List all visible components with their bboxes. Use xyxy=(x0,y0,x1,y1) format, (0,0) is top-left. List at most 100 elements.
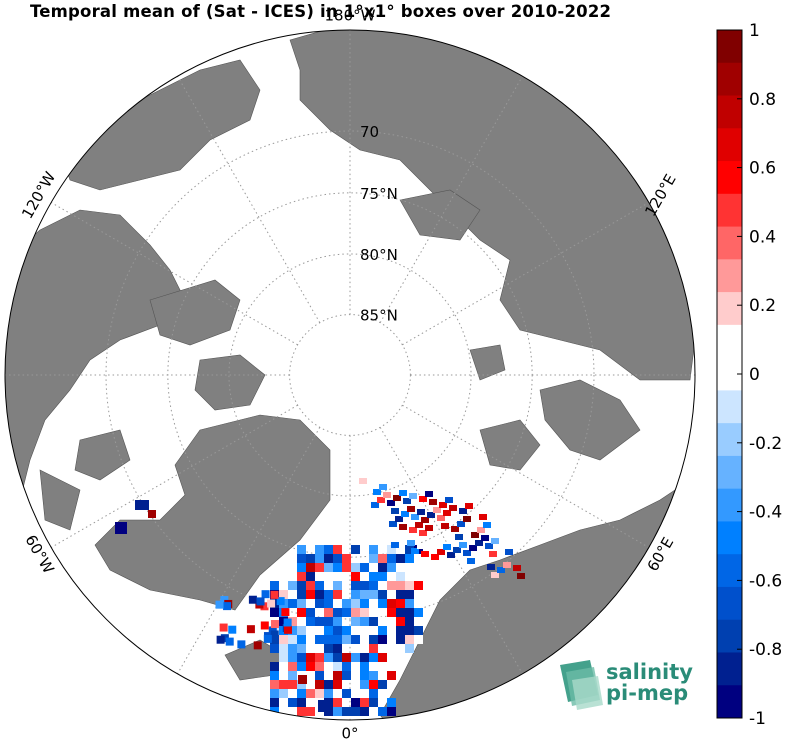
data-cell xyxy=(306,707,315,716)
data-cell xyxy=(378,563,387,572)
data-cell xyxy=(437,549,445,555)
data-cell xyxy=(342,635,351,644)
colorbar-segment xyxy=(717,455,742,490)
data-cell xyxy=(439,502,447,508)
data-cell xyxy=(371,502,379,508)
data-cell xyxy=(483,522,491,528)
data-cell xyxy=(479,514,487,520)
data-cell xyxy=(342,599,351,608)
data-cell xyxy=(387,545,396,554)
data-cell xyxy=(324,653,333,662)
data-cell xyxy=(407,540,415,546)
data-cell xyxy=(405,590,414,599)
data-cell xyxy=(409,527,417,533)
data-cell xyxy=(237,640,246,649)
data-cell xyxy=(473,519,481,525)
data-cell xyxy=(414,635,423,644)
data-cell xyxy=(481,535,489,541)
colorbar-tick-label: 0 xyxy=(749,365,760,385)
data-cell xyxy=(378,680,387,689)
data-cell xyxy=(333,635,342,644)
data-cell xyxy=(315,581,324,590)
data-cell xyxy=(297,653,306,662)
data-cell xyxy=(407,506,415,512)
data-cell xyxy=(342,653,351,662)
data-cell xyxy=(409,493,417,499)
data-cell xyxy=(315,617,324,626)
data-cell xyxy=(369,671,378,680)
colorbar-tick-label: 0.6 xyxy=(749,159,776,179)
data-cell xyxy=(333,608,342,617)
colorbar-segment xyxy=(717,62,742,97)
data-cell xyxy=(421,551,429,557)
data-cell xyxy=(281,608,290,617)
data-cell xyxy=(360,581,369,590)
data-cell xyxy=(369,581,378,590)
logo-line2: pi-mep xyxy=(606,681,688,705)
data-cell xyxy=(315,599,324,608)
data-cell xyxy=(315,671,324,680)
data-cell xyxy=(216,635,225,644)
data-cell xyxy=(387,707,396,716)
data-cell xyxy=(324,617,333,626)
data-cell xyxy=(288,617,297,626)
data-cell xyxy=(417,509,425,515)
data-cell xyxy=(351,617,360,626)
data-cell xyxy=(414,581,423,590)
data-cell xyxy=(378,689,387,698)
latitude-label: 70 xyxy=(360,123,379,141)
data-cell xyxy=(378,635,387,644)
data-cell xyxy=(288,644,297,653)
data-cell xyxy=(306,581,315,590)
data-cell xyxy=(491,538,499,544)
data-cell xyxy=(378,599,387,608)
data-cell xyxy=(306,662,315,671)
data-cell xyxy=(411,514,419,520)
data-cell xyxy=(297,626,306,635)
latitude-label: 75°N xyxy=(360,185,398,203)
data-cell xyxy=(405,617,414,626)
data-cell xyxy=(306,635,315,644)
data-cell xyxy=(261,590,270,599)
data-cell xyxy=(333,554,342,563)
data-cell xyxy=(351,653,360,662)
data-cell xyxy=(279,590,288,599)
longitude-label: 120°E xyxy=(641,171,679,219)
data-cell xyxy=(387,563,396,572)
colorbar-tick-label: -0.8 xyxy=(749,640,782,660)
data-cell xyxy=(369,554,378,563)
data-cell xyxy=(351,572,360,581)
data-cell xyxy=(215,600,224,609)
data-cell xyxy=(427,512,435,518)
data-cell xyxy=(306,590,315,599)
data-cell xyxy=(324,545,333,554)
data-cell xyxy=(297,689,306,698)
data-cell xyxy=(342,671,351,680)
data-cell xyxy=(419,496,427,502)
data-cell xyxy=(306,608,315,617)
data-cells xyxy=(115,470,525,716)
data-cell xyxy=(437,515,445,521)
data-cell xyxy=(431,554,439,560)
colorbar-segment xyxy=(717,685,742,719)
data-cell xyxy=(297,662,306,671)
data-cell xyxy=(405,581,414,590)
colorbar-segment xyxy=(717,423,742,457)
data-cell xyxy=(324,590,333,599)
parallel-line xyxy=(228,253,472,497)
data-cell xyxy=(223,602,232,611)
siberia-islands xyxy=(399,189,481,241)
colorbar-tick-label: -1 xyxy=(749,709,766,729)
data-cell xyxy=(360,671,369,680)
data-cell xyxy=(315,689,324,698)
data-cell xyxy=(411,548,419,554)
data-cell xyxy=(513,565,521,571)
data-cell xyxy=(315,590,324,599)
data-cell xyxy=(399,490,407,496)
data-cell xyxy=(288,680,297,689)
data-cell xyxy=(443,544,451,550)
data-cell xyxy=(360,653,369,662)
data-cell xyxy=(387,581,396,590)
data-cell xyxy=(115,522,127,534)
